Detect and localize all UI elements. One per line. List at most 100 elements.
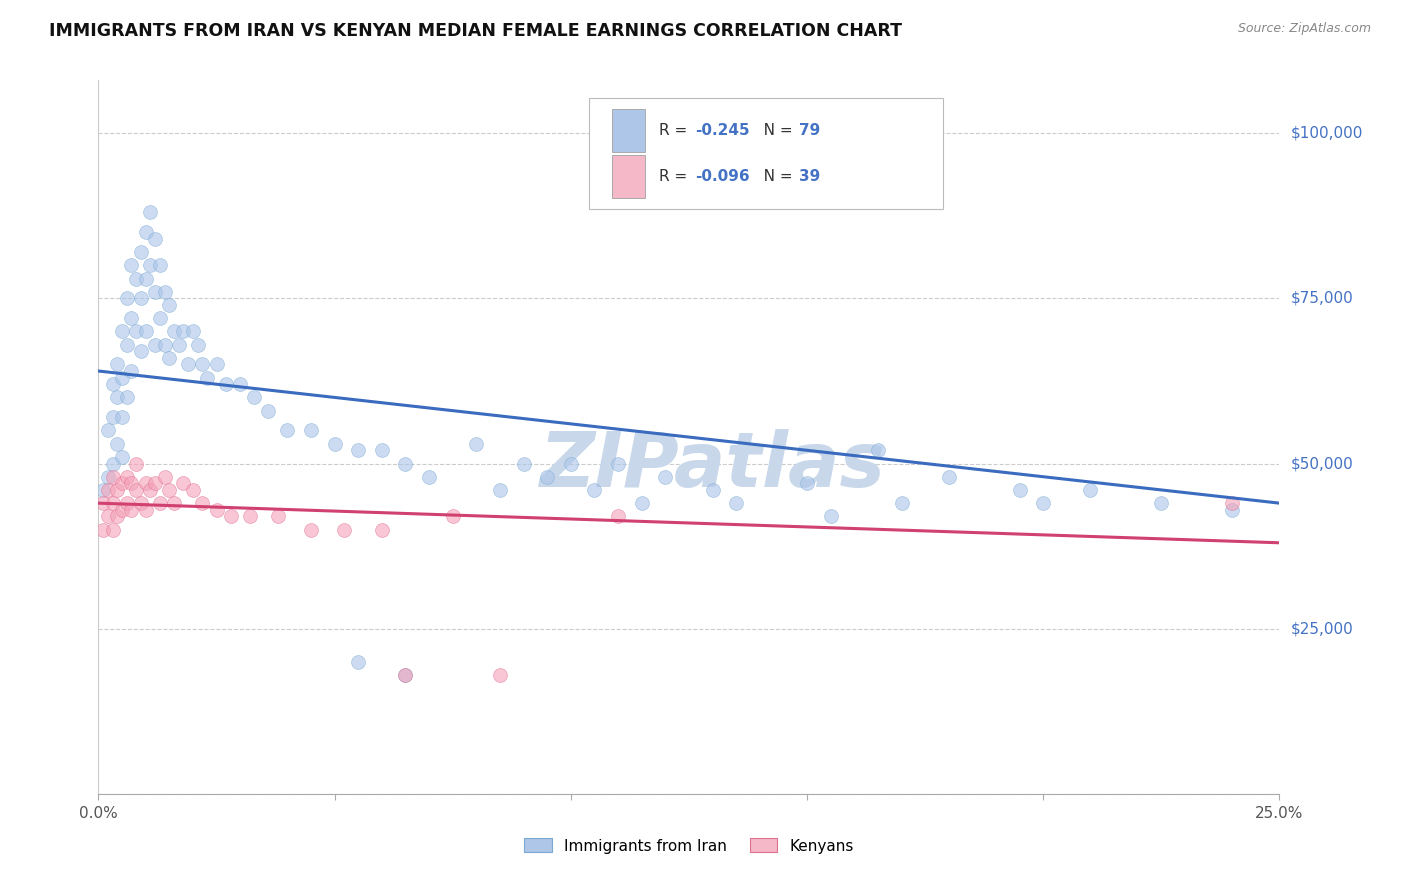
Point: [1150, 496, 1173, 510]
Point: [101, 457, 124, 471]
Point: [129, 291, 152, 305]
Point: [105, 358, 128, 372]
Text: N =: N =: [749, 123, 797, 137]
Point: [465, 436, 488, 450]
Point: [418, 469, 440, 483]
Point: [299, 523, 322, 537]
Point: [111, 410, 134, 425]
Point: [630, 496, 652, 510]
Text: Source: ZipAtlas.com: Source: ZipAtlas.com: [1237, 22, 1371, 36]
Point: [489, 483, 512, 497]
Point: [205, 358, 228, 372]
Point: [890, 496, 912, 510]
Point: [115, 469, 138, 483]
Point: [157, 351, 180, 365]
Point: [347, 443, 370, 458]
Point: [129, 245, 152, 260]
Point: [139, 205, 162, 219]
FancyBboxPatch shape: [589, 98, 943, 209]
Point: [105, 483, 128, 497]
Point: [115, 391, 138, 405]
Point: [560, 457, 582, 471]
Point: [371, 443, 394, 458]
Point: [111, 324, 134, 338]
Point: [323, 436, 346, 450]
Text: ZIPatlas: ZIPatlas: [540, 429, 886, 502]
Point: [121, 258, 143, 272]
Point: [229, 377, 252, 392]
Text: $50,000: $50,000: [1291, 456, 1354, 471]
Point: [105, 509, 128, 524]
Point: [125, 457, 148, 471]
Text: N =: N =: [749, 169, 797, 184]
Text: -0.245: -0.245: [695, 123, 749, 137]
Point: [347, 655, 370, 669]
Point: [163, 324, 186, 338]
Point: [97, 483, 120, 497]
Point: [91, 496, 114, 510]
Bar: [612, 109, 645, 152]
Text: $25,000: $25,000: [1291, 621, 1354, 636]
Point: [394, 668, 416, 682]
Point: [115, 496, 138, 510]
Point: [101, 523, 124, 537]
Point: [121, 311, 143, 326]
Point: [536, 469, 558, 483]
Point: [105, 391, 128, 405]
Point: [143, 476, 166, 491]
Point: [299, 424, 322, 438]
Text: $75,000: $75,000: [1291, 291, 1354, 306]
Point: [115, 291, 138, 305]
Point: [149, 496, 172, 510]
Point: [167, 337, 190, 351]
Point: [215, 377, 238, 392]
Point: [172, 476, 194, 491]
Point: [153, 285, 176, 299]
Text: -0.096: -0.096: [695, 169, 749, 184]
Point: [157, 483, 180, 497]
Point: [91, 483, 114, 497]
Point: [607, 509, 630, 524]
Point: [111, 502, 134, 516]
Point: [97, 469, 120, 483]
Point: [135, 225, 157, 239]
Point: [115, 337, 138, 351]
Point: [219, 509, 242, 524]
Text: 79: 79: [799, 123, 820, 137]
Point: [135, 476, 157, 491]
Point: [101, 410, 124, 425]
Point: [163, 496, 186, 510]
Text: 39: 39: [799, 169, 820, 184]
Point: [97, 509, 120, 524]
Point: [181, 483, 204, 497]
Point: [191, 496, 214, 510]
Point: [91, 523, 114, 537]
Point: [267, 509, 290, 524]
Point: [276, 424, 298, 438]
Point: [111, 450, 134, 464]
Point: [125, 271, 148, 285]
Point: [654, 469, 676, 483]
Point: [1220, 502, 1243, 516]
Text: R =: R =: [659, 169, 693, 184]
Point: [129, 344, 152, 359]
Point: [149, 311, 172, 326]
Point: [1220, 496, 1243, 510]
Point: [121, 502, 143, 516]
Point: [177, 358, 200, 372]
Point: [1008, 483, 1031, 497]
Point: [135, 271, 157, 285]
Point: [149, 258, 172, 272]
Point: [139, 483, 162, 497]
Point: [121, 364, 143, 378]
Point: [394, 457, 416, 471]
Point: [187, 337, 209, 351]
Point: [105, 436, 128, 450]
Point: [121, 476, 143, 491]
Point: [101, 377, 124, 392]
Point: [153, 469, 176, 483]
Point: [205, 502, 228, 516]
Point: [125, 324, 148, 338]
Text: $100,000: $100,000: [1291, 126, 1362, 141]
Point: [333, 523, 356, 537]
